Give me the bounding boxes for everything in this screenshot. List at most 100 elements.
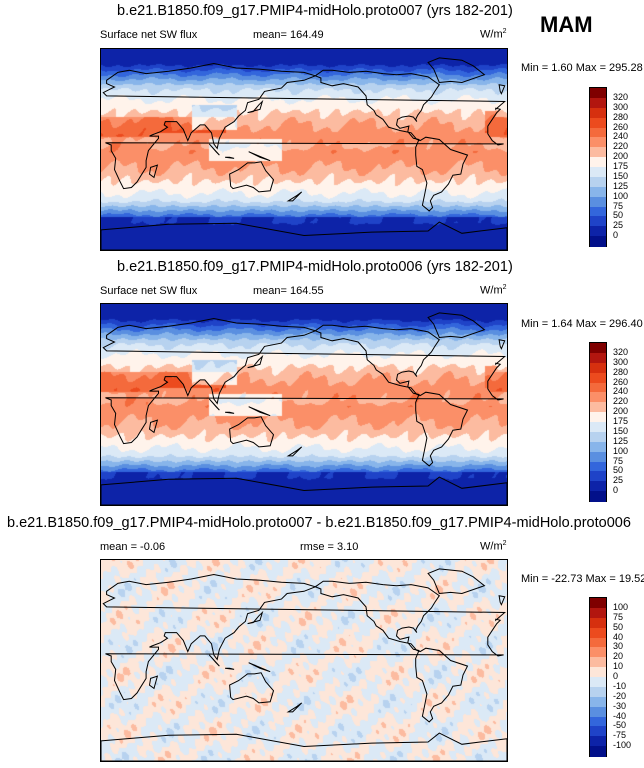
coastline (148, 675, 159, 690)
panel-2-variable-label: Surface net SW flux (100, 285, 198, 297)
colorbar-tick-label: 280 (613, 111, 629, 122)
colorbar-tick-label: 100 (613, 601, 629, 612)
panel-1-colorbar: 320 300 280 260 240 220 200 175 150 125 100 75 50 25 0 (589, 87, 628, 247)
colorbar-tick-label: 220 (613, 141, 629, 152)
colorbar-swatch (590, 657, 606, 668)
colorbar-swatch (590, 598, 606, 609)
colorbar-tick-label: 100 (613, 190, 629, 201)
map-coastlines (101, 568, 507, 761)
coastline (208, 143, 220, 156)
panel-1-map (100, 48, 508, 251)
colorbar-swatch (590, 147, 606, 158)
coastline (286, 446, 303, 457)
panel-3-minmax: Min = -22.73 Max = 19.52 (521, 573, 644, 585)
coastline (286, 702, 303, 713)
colorbar-tick-label: 0 (613, 485, 619, 496)
colorbar-swatch (590, 352, 606, 364)
coastline (225, 156, 235, 159)
colorbar-swatch (590, 647, 606, 658)
colorbar-tick-label: 260 (613, 376, 629, 387)
colorbar-tick-label: -100 (613, 740, 632, 751)
colorbar-tick-label: 75 (613, 611, 624, 622)
colorbar-swatch (590, 627, 606, 638)
colorbar-tick-label: 125 (613, 180, 629, 191)
colorbar-swatch (590, 686, 606, 698)
colorbar-swatch (590, 382, 606, 393)
coastline (229, 672, 275, 704)
panel-3-colorbar: 100 75 50 40 30 20 10 0 -10 -20 -30 -40 -50 -75 -100 (589, 597, 631, 757)
coastline (286, 191, 303, 202)
colorbar-tick-label: 300 (613, 356, 629, 367)
panel-2-colorbar: 320 300 280 260 240 220 200 175 150 125 100 75 50 25 0 (589, 342, 628, 502)
panel-1-minmax: Min = 1.60 Max = 295.28 (521, 62, 643, 74)
coastline (248, 151, 271, 162)
coastline (248, 406, 271, 417)
coastline (208, 654, 220, 667)
coastline (247, 354, 264, 369)
colorbar-swatch (590, 97, 606, 109)
panel-3-rmse-label: rmse = 3.10 (300, 541, 359, 553)
colorbar-tick-label: 175 (613, 161, 629, 171)
panel-1-title: b.e21.B1850.f09_g17.PMIP4-midHolo.proto0… (117, 3, 513, 19)
map-coastlines (101, 57, 507, 250)
colorbar-tick-label: 150 (613, 425, 629, 436)
map-coastlines (101, 312, 507, 505)
panel-3-units: W/m2 (480, 540, 507, 553)
colorbar-swatch (590, 441, 606, 453)
colorbar-tick-label: 50 (613, 621, 624, 632)
coastline (225, 667, 235, 670)
colorbar-tick-label: 25 (613, 475, 624, 486)
coastline (101, 732, 507, 761)
colorbar-swatch (590, 137, 606, 148)
colorbar-tick-label: 10 (613, 661, 624, 672)
panel-3-mean-label: mean = -0.06 (100, 541, 166, 553)
coastline (148, 164, 159, 179)
colorbar-tick-label: -30 (613, 700, 627, 711)
colorbar-tick-label: -20 (613, 690, 627, 701)
colorbar-tick-label: 280 (613, 366, 629, 377)
coastline (314, 69, 469, 212)
panel-1-variable-label: Surface net SW flux (100, 29, 198, 41)
colorbar-tick-label: 25 (613, 220, 624, 231)
colorbar-tick-label: 30 (613, 641, 624, 652)
colorbar-swatch (590, 157, 606, 168)
colorbar-swatch (590, 236, 606, 247)
colorbar-tick-label: 20 (613, 651, 624, 662)
colorbar-swatch (590, 107, 606, 119)
colorbar-swatch (590, 88, 606, 99)
colorbar-swatch (590, 726, 606, 737)
colorbar-swatch (590, 216, 606, 227)
coastline (102, 317, 507, 445)
colorbar-swatch (590, 736, 606, 747)
colorbar-swatch (590, 176, 606, 188)
colorbar-swatch (590, 402, 606, 413)
colorbar-swatch (590, 451, 606, 462)
coastline (101, 476, 507, 505)
colorbar-tick-label: -50 (613, 720, 627, 731)
colorbar-swatch (590, 637, 606, 648)
coastline (498, 595, 506, 606)
colorbar-swatch (590, 127, 606, 138)
season-label: MAM (540, 12, 593, 37)
colorbar-tick-label: 200 (613, 406, 629, 417)
colorbar-swatch (590, 392, 606, 403)
panel-1-units: W/m2 (480, 28, 507, 41)
colorbar-swatch (590, 431, 606, 443)
colorbar-swatch (590, 226, 606, 237)
colorbar-tick-label: 320 (613, 346, 629, 357)
colorbar-swatch (590, 746, 606, 757)
panel-2-units: W/m2 (480, 284, 507, 297)
coastline (101, 221, 507, 250)
coastline (247, 99, 264, 114)
coastline (314, 580, 469, 723)
colorbar-swatch (590, 696, 606, 708)
colorbar-swatch (590, 716, 606, 727)
colorbar-tick-label: 150 (613, 170, 629, 181)
colorbar-swatch (590, 706, 606, 717)
colorbar-swatch (590, 196, 606, 207)
colorbar-swatch (590, 206, 606, 217)
colorbar-swatch (590, 372, 606, 383)
coastline (427, 57, 486, 84)
colorbar-tick-label: -10 (613, 680, 627, 691)
colorbar-tick-label: 240 (613, 386, 629, 397)
